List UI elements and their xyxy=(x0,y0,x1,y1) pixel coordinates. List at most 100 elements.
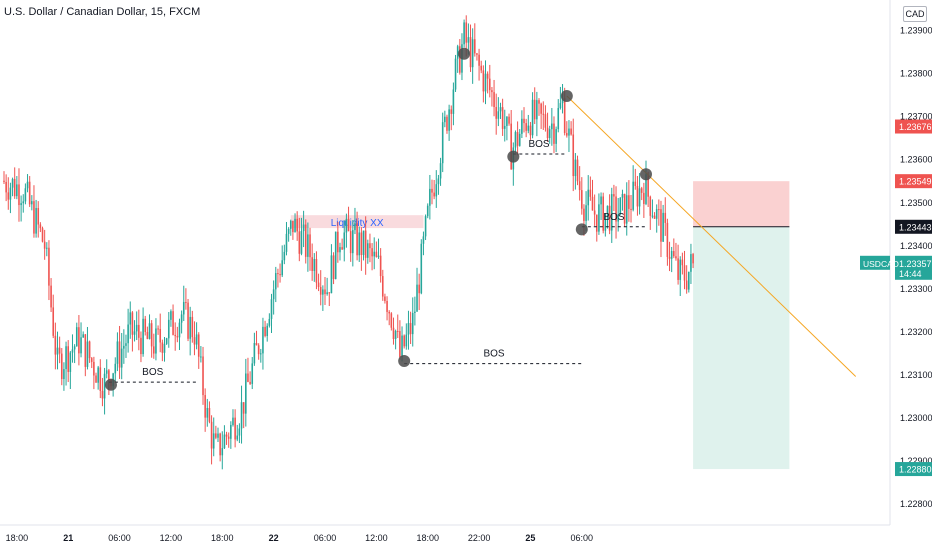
candle-body xyxy=(37,208,40,225)
candle-body xyxy=(465,22,468,43)
candle-body xyxy=(381,276,384,297)
time-tick-label: 06:00 xyxy=(108,533,131,543)
candle-body xyxy=(623,193,626,224)
candle-body xyxy=(240,402,243,429)
last-price-value: 1.23357 xyxy=(899,259,932,269)
time-tick-label: 12:00 xyxy=(160,533,183,543)
candle-body xyxy=(20,203,22,206)
candles-layer xyxy=(3,15,694,470)
candle-body xyxy=(377,255,380,257)
candle-body xyxy=(69,352,72,372)
price-label-value: 1.22880 xyxy=(899,465,932,475)
candle-body xyxy=(129,312,132,325)
candle-body xyxy=(311,257,313,271)
candle-body xyxy=(294,218,296,233)
candle-body xyxy=(178,322,181,338)
candle-body xyxy=(343,232,346,250)
candle-body xyxy=(125,343,127,346)
candle-body xyxy=(394,330,397,339)
candle-body xyxy=(593,210,596,215)
chart-title: U.S. Dollar / Canadian Dollar, 15, FXCM xyxy=(4,6,201,18)
candle-body xyxy=(144,318,147,333)
candle-body xyxy=(572,134,575,177)
candle-body xyxy=(345,218,348,233)
price-tick-label: 1.23400 xyxy=(900,241,932,251)
candle-body xyxy=(638,188,641,207)
candle-body xyxy=(180,314,183,323)
candle-body xyxy=(274,273,277,290)
candle-body xyxy=(200,356,202,358)
candle-body xyxy=(101,390,104,399)
candle-body xyxy=(692,254,694,264)
candle-body xyxy=(206,407,209,418)
candle-body xyxy=(649,196,652,216)
pivot-marker xyxy=(575,223,588,236)
candle-body xyxy=(581,190,583,209)
candle-body xyxy=(90,358,93,362)
candle-body xyxy=(379,255,382,277)
candle-body xyxy=(48,247,50,286)
candle-body xyxy=(99,367,102,391)
candle-body xyxy=(41,228,44,242)
time-tick-label: 12:00 xyxy=(365,533,388,543)
candle-body xyxy=(157,328,159,330)
candle-body xyxy=(138,324,140,338)
candle-body xyxy=(317,282,320,287)
candle-body xyxy=(503,125,506,129)
candle-body xyxy=(46,247,48,249)
candle-body xyxy=(608,205,611,231)
candle-body xyxy=(662,212,664,242)
candle-body xyxy=(114,363,117,374)
candle-body xyxy=(328,292,331,294)
candle-body xyxy=(538,100,540,104)
candle-body xyxy=(360,232,363,255)
candle-body xyxy=(499,107,502,112)
candle-body xyxy=(28,181,31,205)
candle-body xyxy=(418,284,420,294)
currency-button[interactable]: CAD xyxy=(903,6,927,22)
time-tick-label: 22 xyxy=(269,533,279,543)
candle-body xyxy=(636,185,639,207)
candle-body xyxy=(330,255,333,294)
candle-body xyxy=(287,228,290,234)
candle-body xyxy=(82,334,84,338)
candle-body xyxy=(600,196,602,205)
candle-body xyxy=(467,37,470,43)
candle-body xyxy=(358,232,361,256)
candle-body xyxy=(568,128,570,136)
candle-body xyxy=(439,163,442,179)
candle-body xyxy=(551,123,553,130)
candle-body xyxy=(675,256,677,259)
candle-body xyxy=(459,46,461,73)
candle-body xyxy=(531,99,534,136)
candle-body xyxy=(255,343,258,346)
candle-body xyxy=(625,195,628,224)
candle-body xyxy=(221,448,224,456)
candle-body xyxy=(155,328,157,354)
candle-body xyxy=(491,90,493,93)
candle-body xyxy=(262,326,264,354)
candle-body xyxy=(285,233,288,252)
candle-body xyxy=(506,116,508,126)
candle-body xyxy=(217,433,219,438)
candle-body xyxy=(313,259,316,271)
candle-body xyxy=(182,302,185,315)
candle-body xyxy=(589,189,592,197)
candle-body xyxy=(469,37,472,68)
candle-body xyxy=(73,346,76,350)
candle-body xyxy=(493,92,495,108)
candle-body xyxy=(270,299,273,319)
candle-body xyxy=(679,259,682,280)
candle-body xyxy=(444,116,446,123)
candle-body xyxy=(533,99,536,120)
pivot-marker xyxy=(507,150,520,163)
candle-body xyxy=(482,70,485,92)
candle-body xyxy=(54,335,57,355)
candle-body xyxy=(208,407,211,422)
symbol-tag xyxy=(860,255,890,270)
candle-body xyxy=(264,326,266,336)
candle-body xyxy=(35,208,37,234)
pivot-marker xyxy=(458,47,471,60)
candle-body xyxy=(3,180,5,182)
